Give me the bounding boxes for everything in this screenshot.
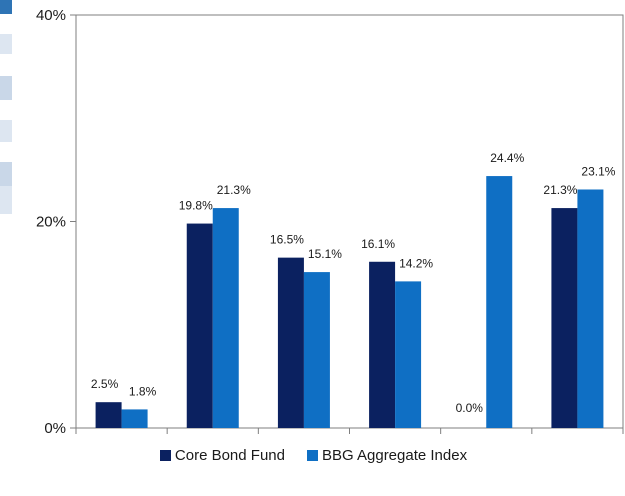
legend-swatch-bbg-aggregate-index bbox=[306, 450, 318, 461]
bar-chart: 0%20%40%0-11-33-55-77-1010+2.5%1.8%19.8%… bbox=[36, 7, 624, 437]
data-label: 14.2% bbox=[399, 256, 433, 270]
data-label: 23.1% bbox=[581, 164, 615, 178]
bar-bbg-aggregate-index bbox=[577, 189, 604, 428]
y-tick-label: 20% bbox=[36, 214, 66, 231]
y-tick-label: 0% bbox=[44, 420, 66, 437]
data-label: 15.1% bbox=[308, 247, 342, 261]
bar-core-bond-fund bbox=[186, 223, 213, 428]
bar-bbg-aggregate-index bbox=[303, 272, 330, 428]
bar-core-bond-fund bbox=[95, 402, 122, 428]
data-label: 16.5% bbox=[270, 233, 304, 247]
y-tick-label: 40% bbox=[36, 7, 66, 24]
legend-item-core-bond-fund: Core Bond Fund bbox=[159, 447, 285, 464]
bar-core-bond-fund bbox=[369, 261, 396, 428]
data-label: 16.1% bbox=[361, 237, 395, 251]
data-label: 0.0% bbox=[456, 401, 484, 415]
bar-bbg-aggregate-index bbox=[212, 208, 239, 428]
chart-legend: Core Bond Fund BBG Aggregate Index bbox=[0, 447, 625, 464]
data-label: 2.5% bbox=[91, 377, 119, 391]
bar-bbg-aggregate-index bbox=[395, 281, 422, 428]
legend-swatch-core-bond-fund bbox=[159, 450, 171, 461]
bar-bbg-aggregate-index bbox=[121, 409, 148, 428]
plot-border bbox=[75, 14, 624, 428]
bar-core-bond-fund bbox=[551, 208, 578, 428]
bar-bbg-aggregate-index bbox=[486, 176, 513, 428]
data-label: 19.8% bbox=[179, 199, 213, 213]
data-label: 21.3% bbox=[217, 183, 251, 197]
legend-label-bbg-aggregate-index: BBG Aggregate Index bbox=[321, 447, 468, 464]
data-label: 21.3% bbox=[543, 183, 577, 197]
left-edge-decoration bbox=[0, 0, 12, 230]
data-label: 1.8% bbox=[129, 384, 157, 398]
legend-label-core-bond-fund: Core Bond Fund bbox=[174, 447, 285, 464]
legend-item-bbg-aggregate-index: BBG Aggregate Index bbox=[306, 447, 468, 464]
bar-core-bond-fund bbox=[277, 257, 304, 428]
data-label: 24.4% bbox=[490, 151, 524, 165]
